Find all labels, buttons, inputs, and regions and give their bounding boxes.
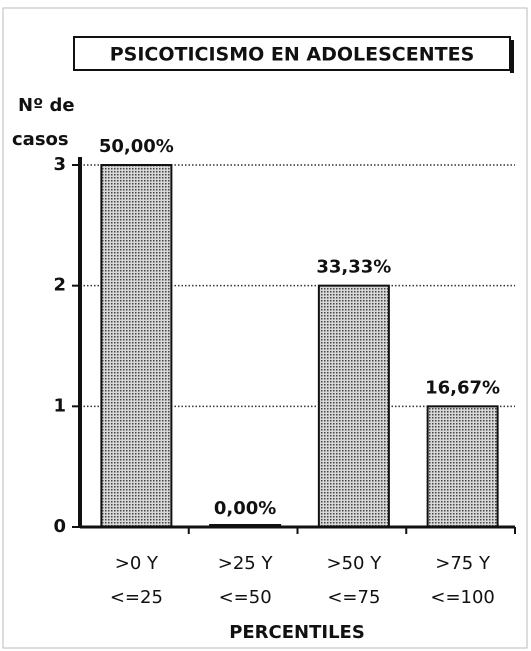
bar — [426, 405, 499, 529]
y-tick-label: 1 — [53, 395, 66, 416]
x-tick-label: >25 Y — [218, 553, 274, 574]
y-tick-label: 0 — [53, 516, 66, 537]
y-axis-label: casos — [12, 129, 69, 150]
y-tick-label: 3 — [53, 154, 66, 175]
bar — [100, 164, 173, 528]
y-axis-label: Nº de — [18, 95, 75, 116]
title-box — [73, 36, 511, 71]
x-tick-label: >50 Y — [327, 553, 383, 574]
x-tick-label: <=75 — [327, 587, 380, 608]
x-tick-label: <=25 — [110, 587, 163, 608]
x-tick-label: <=100 — [430, 587, 495, 608]
x-tick-label: >75 Y — [435, 553, 491, 574]
chart-title: PSICOTICISMO EN ADOLESCENTES — [110, 44, 475, 66]
bar — [317, 284, 390, 528]
value-label: 33,33% — [316, 257, 391, 278]
x-tick-label: >0 Y — [115, 553, 159, 574]
title-shadow — [510, 40, 514, 73]
value-label: 50,00% — [99, 136, 174, 157]
x-axis-label: PERCENTILES — [229, 622, 365, 643]
value-label: 16,67% — [425, 377, 500, 398]
frame — [2, 7, 528, 649]
y-tick-label: 2 — [53, 275, 66, 296]
value-label: 0,00% — [214, 498, 276, 519]
x-tick-label: <=50 — [219, 587, 272, 608]
